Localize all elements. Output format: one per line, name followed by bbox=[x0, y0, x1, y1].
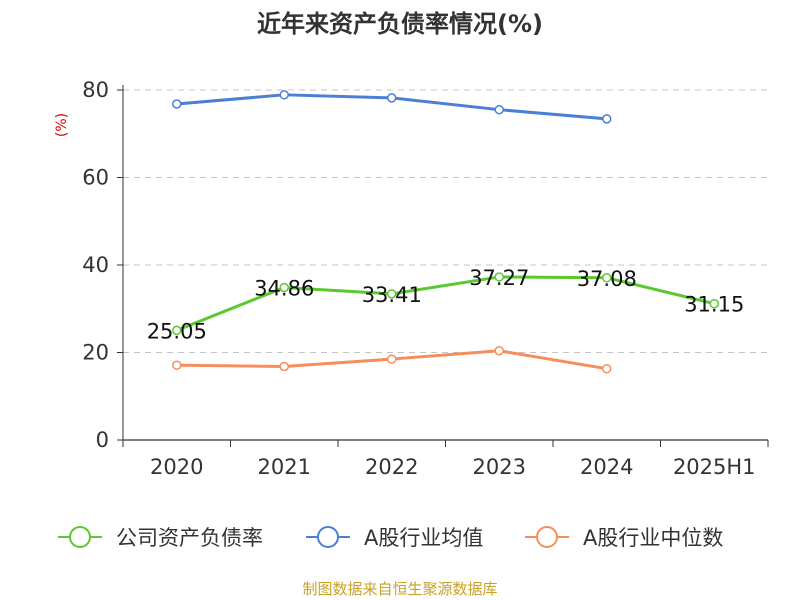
y-tick-label: 40 bbox=[82, 253, 109, 277]
data-point bbox=[387, 354, 397, 364]
x-tick-label: 2024 bbox=[580, 455, 633, 479]
grid-lines bbox=[123, 89, 768, 353]
legend: 公司资产负债率 A股行业均值 A股行业中位数 bbox=[58, 526, 723, 550]
data-point bbox=[602, 114, 612, 124]
data-point bbox=[709, 298, 719, 309]
data-point bbox=[494, 104, 504, 115]
data-point bbox=[279, 361, 289, 372]
legend-marker bbox=[536, 526, 558, 548]
data-label: 33.41 bbox=[362, 283, 422, 307]
y-tick-label: 60 bbox=[82, 166, 109, 190]
data-labels: 25.05 34.86 33.41 37.27 37.08 31.15 bbox=[147, 266, 745, 343]
x-tick-label: 2025H1 bbox=[673, 455, 756, 479]
axes: 0 20 40 60 80 2020 2021 2022 2023 2024 2025H1 bbox=[82, 78, 769, 479]
x-tick-label: 2021 bbox=[258, 455, 311, 479]
data-point bbox=[602, 273, 612, 283]
x-tick-label: 2023 bbox=[473, 455, 526, 479]
legend-marker bbox=[317, 526, 339, 548]
data-point bbox=[387, 93, 397, 103]
y-tick-label: 0 bbox=[96, 428, 109, 452]
data-point bbox=[494, 346, 504, 356]
data-point bbox=[602, 363, 612, 374]
data-label: 37.08 bbox=[577, 267, 637, 291]
legend-label: 公司资产负债率 bbox=[116, 526, 263, 550]
data-point bbox=[172, 99, 182, 109]
source-note: 制图数据来自恒生聚源数据库 bbox=[302, 580, 497, 598]
data-label: 25.05 bbox=[147, 319, 207, 343]
series-layer bbox=[172, 90, 719, 374]
data-label: 34.86 bbox=[254, 276, 314, 300]
y-tick-label: 80 bbox=[82, 78, 109, 102]
legend-label: A股行业中位数 bbox=[583, 526, 723, 550]
x-tick-label: 2020 bbox=[150, 455, 203, 479]
data-point bbox=[172, 360, 182, 370]
chart-title: 近年来资产负债率情况(%) bbox=[257, 10, 543, 38]
x-tick-label: 2022 bbox=[365, 455, 418, 479]
legend-marker bbox=[69, 526, 91, 548]
legend-label: A股行业均值 bbox=[364, 526, 483, 550]
data-point bbox=[279, 90, 289, 100]
data-point bbox=[494, 272, 504, 282]
series-line bbox=[176, 275, 715, 332]
data-point bbox=[279, 282, 289, 293]
data-label: 31.15 bbox=[684, 293, 744, 317]
y-tick-label: 20 bbox=[82, 341, 109, 365]
data-point bbox=[172, 325, 182, 336]
data-label: 37.27 bbox=[469, 266, 529, 290]
data-point bbox=[387, 289, 397, 299]
y-axis-label: (%) bbox=[54, 113, 70, 137]
